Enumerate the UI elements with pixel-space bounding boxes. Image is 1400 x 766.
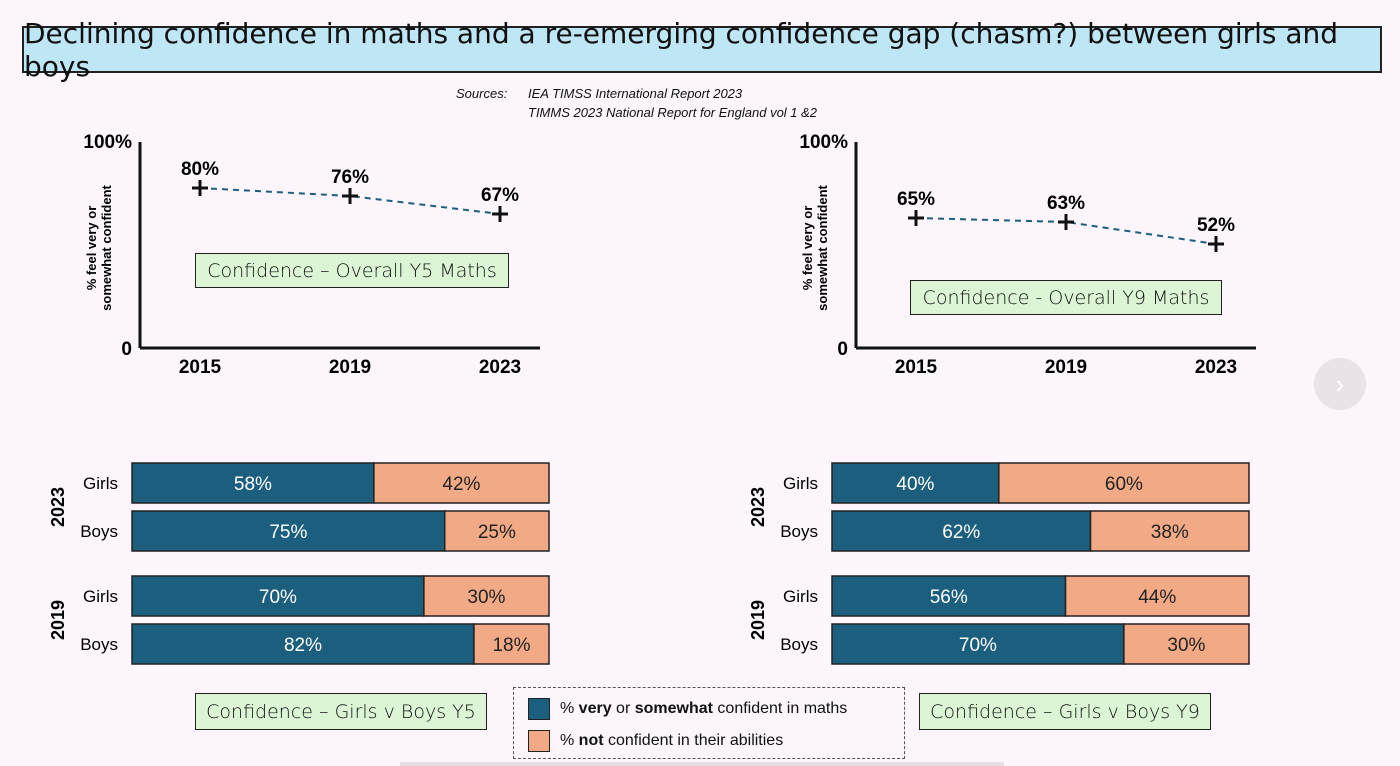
bar-label-not-confident: 25% xyxy=(478,522,516,543)
bar-label-confident: 62% xyxy=(942,522,980,543)
data-label: 52% xyxy=(1197,215,1235,236)
row-label: Boys xyxy=(780,522,818,541)
bar-not-confident xyxy=(1089,510,1250,552)
bar-confident xyxy=(131,510,446,552)
x-tick-label: 2019 xyxy=(1045,357,1087,378)
legend-item-not-confident: % not confident in their abilities xyxy=(528,730,783,752)
legend-text-not-confident: % not confident in their abilities xyxy=(560,732,784,749)
legend-text-confident: % very or somewhat confident in maths xyxy=(560,700,848,717)
row-label: Boys xyxy=(780,635,818,654)
bar-label-confident: 82% xyxy=(284,635,322,656)
y-axis-label: % feel very orsomewhat confident xyxy=(84,184,114,310)
x-tick-label: 2015 xyxy=(895,357,938,378)
year-label: 2023 xyxy=(748,487,768,527)
chart-label-overall-y5: Confidence – Overall Y5 Maths xyxy=(195,253,509,288)
bar-confident xyxy=(131,623,475,665)
x-tick-label: 2023 xyxy=(479,357,521,378)
bar-not-confident xyxy=(473,623,550,665)
bar-label-confident: 56% xyxy=(930,587,968,608)
row-label: Boys xyxy=(80,635,118,654)
year-label: 2023 xyxy=(48,487,68,527)
x-tick-label: 2023 xyxy=(1195,357,1237,378)
source-item: TIMMS 2023 National Report for England v… xyxy=(528,105,818,120)
y-tick-label: 100% xyxy=(83,132,132,153)
x-tick-label: 2019 xyxy=(329,357,371,378)
legend-item-confident: % very or somewhat confident in maths xyxy=(528,698,847,720)
row-label: Girls xyxy=(83,474,118,493)
row-label: Girls xyxy=(783,474,818,493)
y-tick-label: 0 xyxy=(837,339,848,360)
legend: % very or somewhat confident in maths % … xyxy=(513,687,905,759)
bar-label-not-confident: 38% xyxy=(1151,522,1189,543)
bar-not-confident xyxy=(423,575,550,617)
bar-confident xyxy=(131,462,375,504)
bar-not-confident xyxy=(1064,575,1250,617)
bar-not-confident xyxy=(444,510,550,552)
bar-label-not-confident: 30% xyxy=(1167,635,1205,656)
row-label: Girls xyxy=(83,587,118,606)
data-label: 76% xyxy=(331,167,369,188)
line-chart-y9: 100% 0 % feel very orsomewhat confident 65%… xyxy=(799,132,1256,378)
bar-not-confident xyxy=(998,462,1250,504)
bar-label-confident: 40% xyxy=(896,474,934,495)
row-label: Boys xyxy=(80,522,118,541)
bar-chart-y5: 2023 Girls 58% 42% Boys 75% 25% 2019 Girls 70% 30%… xyxy=(48,462,550,665)
bar-label-confident: 75% xyxy=(269,522,307,543)
bar-not-confident xyxy=(1123,623,1250,665)
bar-chart-y9: 2023 Girls 40% 60% Boys 62% 38% 2019 Girls 56% 44%… xyxy=(748,462,1250,665)
sources-label: Sources: xyxy=(456,86,508,101)
chart-label-girls-boys-y5: Confidence – Girls v Boys Y5 xyxy=(195,693,487,730)
bar-confident xyxy=(131,575,425,617)
bar-label-not-confident: 60% xyxy=(1105,474,1143,495)
bar-label-confident: 70% xyxy=(259,587,297,608)
x-tick-label: 2015 xyxy=(179,357,222,378)
line-chart-y5: 100% 0 % feel very orsomewhat confident 80%… xyxy=(83,132,540,378)
chart-label-girls-boys-y9: Confidence – Girls v Boys Y9 xyxy=(919,693,1211,730)
data-label: 67% xyxy=(481,185,519,206)
data-label: 63% xyxy=(1047,193,1085,214)
source-item: IEA TIMSS International Report 2023 xyxy=(528,86,743,101)
bar-label-confident: 58% xyxy=(234,474,272,495)
bar-not-confident xyxy=(373,462,550,504)
y-axis-label: % feel very orsomewhat confident xyxy=(800,184,830,310)
scrollbar-strip[interactable] xyxy=(400,762,1004,766)
page-title: Declining confidence in maths and a re-e… xyxy=(22,17,1382,83)
year-label: 2019 xyxy=(48,600,68,640)
bar-label-not-confident: 18% xyxy=(492,635,530,656)
y-tick-label: 100% xyxy=(799,132,848,153)
next-slide-button[interactable]: › xyxy=(1314,358,1366,410)
bar-label-not-confident: 30% xyxy=(467,587,505,608)
data-label: 65% xyxy=(897,189,935,210)
legend-swatch-confident xyxy=(528,698,550,720)
bar-confident xyxy=(831,510,1092,552)
bar-label-not-confident: 42% xyxy=(442,474,480,495)
data-label: 80% xyxy=(181,159,219,180)
year-label: 2019 xyxy=(748,600,768,640)
legend-swatch-not-confident xyxy=(528,730,550,752)
chart-label-overall-y9: Confidence - Overall Y9 Maths xyxy=(910,280,1222,315)
row-label: Girls xyxy=(783,587,818,606)
bar-label-not-confident: 44% xyxy=(1138,587,1176,608)
y-tick-label: 0 xyxy=(121,339,132,360)
bar-label-confident: 70% xyxy=(959,635,997,656)
